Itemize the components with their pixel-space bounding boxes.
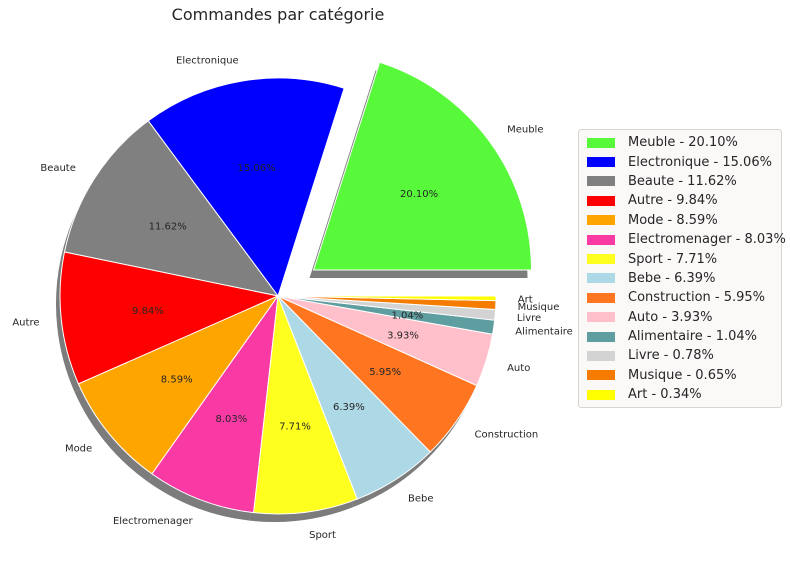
legend-item-alimentaire: Alimentaire - 1.04%: [579, 327, 781, 346]
legend-item-electronique: Electronique - 15.06%: [579, 152, 781, 171]
slice-label-musique: Musique: [518, 302, 560, 313]
legend-label: Construction - 5.95%: [628, 290, 766, 306]
slice-labels: Meuble 20.10% Electronique 15.06% Beaute 11.6…: [12, 55, 572, 540]
legend-item-beaute: Beaute - 11.62%: [579, 172, 781, 191]
legend-swatch: [587, 331, 615, 342]
legend-label: Autre - 9.84%: [628, 193, 718, 209]
legend-item-mode: Mode - 8.59%: [579, 211, 781, 230]
slice-mode: [77, 294, 280, 475]
slice-label-bebe: Bebe: [408, 494, 434, 505]
slice-label-sport: Sport: [309, 530, 336, 541]
legend-label: Sport - 7.71%: [628, 251, 718, 267]
legend-swatch: [587, 312, 615, 323]
slice-label-beaute: Beaute: [40, 163, 76, 174]
legend-item-art: Art - 0.34%: [579, 385, 781, 404]
slice-pct-electronique: 15.06%: [238, 163, 276, 174]
slice-label-electronique: Electronique: [176, 55, 239, 66]
legend-label: Auto - 3.93%: [628, 309, 713, 325]
slice-pct-beaute: 11.62%: [149, 222, 187, 233]
legend-item-autre: Autre - 9.84%: [579, 191, 781, 210]
slice-pct-autre: 9.84%: [132, 306, 164, 317]
slice-label-autre: Autre: [12, 317, 39, 328]
legend-item-meuble: Meuble - 20.10%: [579, 133, 781, 152]
legend-swatch: [587, 389, 615, 400]
slice-electromenager: [151, 295, 279, 514]
slice-pct-alimentaire: 1.04%: [392, 311, 424, 322]
slice-pct-mode: 8.59%: [161, 375, 193, 386]
legend: Meuble - 20.10% Electronique - 15.06% Beau…: [578, 129, 786, 409]
slice-pct-construction: 5.95%: [369, 367, 401, 378]
legend-label: Electromenager - 8.03%: [628, 232, 786, 248]
legend-label: Art - 0.34%: [628, 387, 702, 403]
legend-item-sport: Sport - 7.71%: [579, 249, 781, 268]
legend-swatch: [587, 273, 615, 284]
slice-label-auto: Auto: [507, 363, 530, 374]
pie-slices: [59, 61, 533, 515]
legend-swatch: [587, 254, 615, 265]
legend-label: Mode - 8.59%: [628, 212, 718, 228]
slice-pct-meuble: 20.10%: [400, 189, 438, 200]
slice-label-livre: Livre: [517, 313, 541, 324]
legend-swatch: [587, 157, 615, 168]
legend-swatch: [587, 370, 615, 381]
slice-label-construction: Construction: [475, 429, 539, 440]
slice-meuble: [312, 61, 533, 271]
legend-item-musique: Musique - 0.65%: [579, 366, 781, 385]
slice-beaute: [63, 120, 280, 297]
legend-label: Livre - 0.78%: [628, 348, 714, 364]
legend-item-electromenager: Electromenager - 8.03%: [579, 230, 786, 249]
legend-label: Beaute - 11.62%: [628, 173, 737, 189]
legend-item-bebe: Bebe - 6.39%: [579, 269, 781, 288]
legend-swatch: [587, 195, 615, 206]
slice-electronique: [147, 77, 345, 298]
legend-swatch: [587, 234, 615, 245]
slice-label-mode: Mode: [65, 444, 92, 455]
legend-label: Meuble - 20.10%: [628, 135, 738, 151]
slice-sport: [253, 295, 358, 515]
slice-pct-bebe: 6.39%: [333, 402, 365, 413]
slice-label-art: Art: [518, 295, 533, 306]
slice-pct-electromenager: 8.03%: [216, 414, 248, 425]
slice-art: [277, 295, 497, 302]
legend-label: Alimentaire - 1.04%: [628, 329, 758, 345]
legend-swatch: [587, 137, 615, 148]
legend-swatch: [587, 176, 615, 187]
legend-item-construction: Construction - 5.95%: [579, 288, 781, 307]
slice-pct-auto: 3.93%: [387, 331, 419, 342]
legend-label: Electronique - 15.06%: [628, 154, 772, 170]
slice-label-alimentaire: Alimentaire: [515, 326, 573, 337]
legend-swatch: [587, 215, 615, 226]
legend-label: Bebe - 6.39%: [628, 270, 716, 286]
legend-item-livre: Livre - 0.78%: [579, 346, 781, 365]
legend-label: Musique - 0.65%: [628, 367, 737, 383]
legend-swatch: [587, 350, 615, 361]
chart-title: Commandes par catégorie: [172, 5, 385, 24]
legend-item-auto: Auto - 3.93%: [579, 308, 781, 327]
legend-swatch: [587, 292, 615, 303]
slice-pct-sport: 7.71%: [279, 422, 311, 433]
slice-label-meuble: Meuble: [507, 125, 543, 136]
slice-label-electromenager: Electromenager: [113, 516, 194, 527]
slice-autre: [59, 251, 280, 385]
